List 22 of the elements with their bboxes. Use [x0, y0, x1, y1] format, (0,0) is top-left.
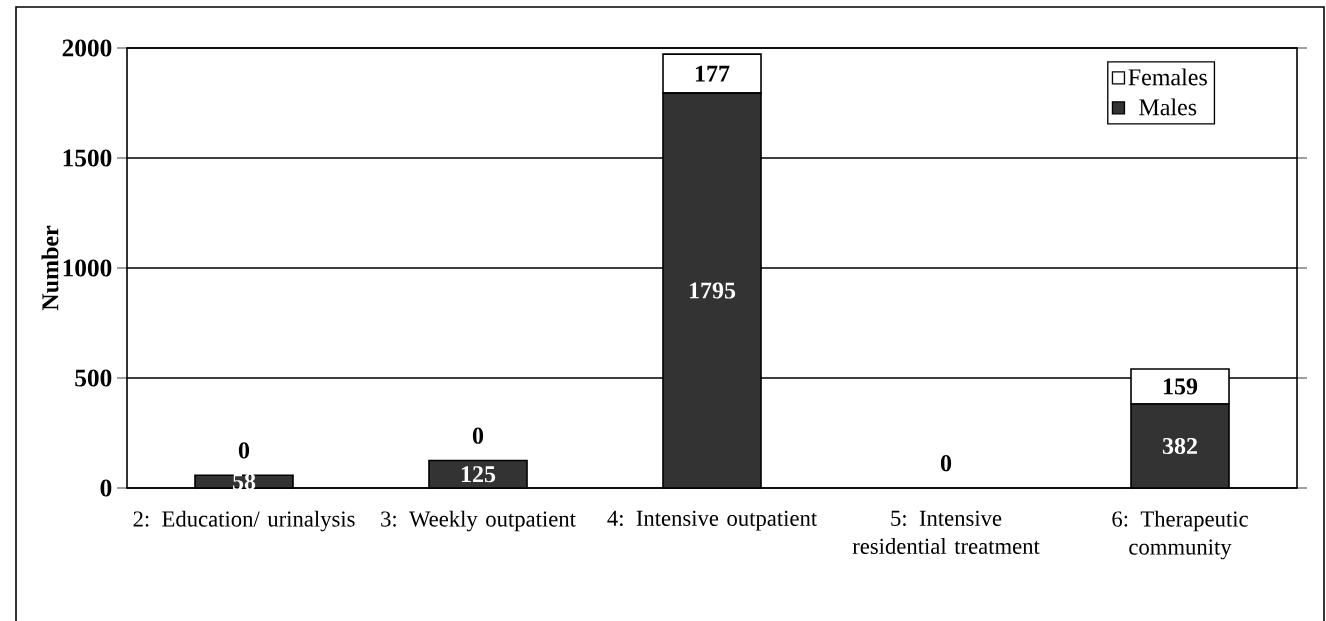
y-axis-title: Number — [41, 225, 59, 311]
legend-label: Males — [1139, 98, 1197, 116]
data-label: 125 — [461, 466, 496, 483]
legend-label: Females — [1128, 68, 1207, 86]
y-tick-label: 1500 — [63, 149, 112, 167]
data-label: 58 — [232, 473, 256, 490]
y-tick-label: 0 — [100, 479, 112, 497]
x-tick-label: 2: Education/ urinalysis — [133, 510, 355, 532]
data-label: 0 — [472, 427, 484, 444]
y-tick-label: 500 — [75, 369, 112, 387]
x-tick-label: 3: Weekly outpatient — [381, 510, 576, 532]
data-label: 0 — [238, 442, 250, 459]
data-label: 159 — [1163, 378, 1198, 395]
data-label: 0 — [940, 455, 952, 472]
x-tick-label: 5: Intensive residential treatment — [852, 510, 1040, 554]
data-label: 1795 — [689, 282, 736, 299]
y-tick-label: 1000 — [63, 259, 112, 277]
data-label: 382 — [1162, 437, 1197, 455]
y-tick-label: 2000 — [62, 39, 112, 57]
data-label: 177 — [695, 65, 730, 82]
x-tick-label: 6: Therapeutic community — [1112, 510, 1248, 560]
x-tick-label: 4: Intensive outpatient — [607, 510, 818, 531]
